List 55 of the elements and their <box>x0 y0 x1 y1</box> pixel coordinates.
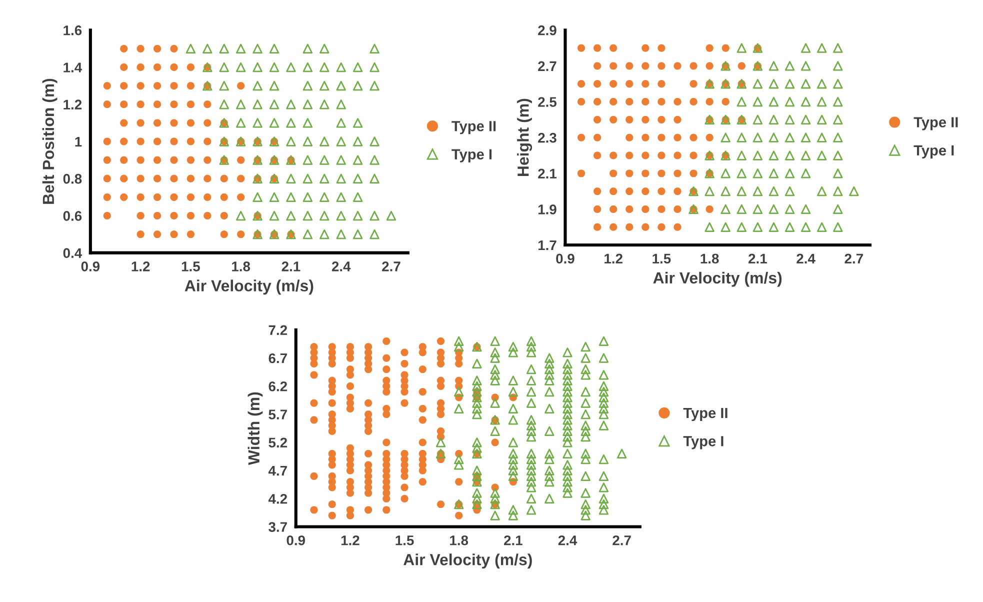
y-axis-title: Belt Position (m) <box>42 78 58 204</box>
y-tick-label: 1.6 <box>64 25 82 36</box>
y-tick-label: 5.7 <box>268 410 287 420</box>
x-tick-label: 2.1 <box>282 262 300 272</box>
y-tick-label: 2.7 <box>538 61 556 71</box>
x-tick-label: 2.4 <box>558 535 578 546</box>
x-tick-label: 0.9 <box>556 254 574 264</box>
y-tick-label: 4.7 <box>268 466 287 476</box>
x-tick-label: 1.2 <box>341 535 360 546</box>
legend-label: Type I <box>452 149 492 162</box>
x-tick-label: 2.7 <box>382 262 400 272</box>
y-tick-label: 4.2 <box>268 494 287 504</box>
x-tick-label: 0.9 <box>81 262 100 272</box>
y-tick-label: 0.8 <box>63 174 82 184</box>
y-axis-title: Width (m) <box>248 392 263 466</box>
y-tick-label: 0.4 <box>63 248 82 258</box>
legend-label: Type II <box>914 117 958 130</box>
y-tick-label: 6.7 <box>268 353 287 364</box>
y-tick-label: 5.2 <box>268 438 287 448</box>
x-tick-label: 1.5 <box>396 536 414 546</box>
y-tick-label: 7.2 <box>268 325 287 335</box>
x-tick-label: 1.5 <box>652 254 671 264</box>
x-tick-label: 1.2 <box>132 262 150 272</box>
x-tick-label: 2.1 <box>504 535 522 546</box>
y-tick-label: 2.9 <box>538 25 556 36</box>
x-tick-label: 2.7 <box>844 254 863 264</box>
y-tick-label: 1.9 <box>538 204 556 214</box>
x-tick-label: 1.8 <box>450 535 468 546</box>
x-axis-title: Air Velocity (m/s) <box>404 554 532 568</box>
y-tick-label: 1 <box>75 136 82 147</box>
y-tick-label: 2.1 <box>538 168 557 178</box>
x-tick-label: 1.5 <box>182 262 200 272</box>
y-tick-label: 0.6 <box>63 211 82 221</box>
x-tick-label: 0.9 <box>286 535 306 546</box>
legend-label: Type II <box>452 121 496 134</box>
legend-label: Type I <box>683 436 724 450</box>
x-tick-label: 1.8 <box>232 262 250 272</box>
legend-label: Type I <box>914 145 954 158</box>
y-tick-label: 6.2 <box>268 381 287 392</box>
y-tick-label: 1.2 <box>64 100 82 110</box>
x-tick-label: 2.7 <box>612 535 631 546</box>
x-tick-label: 2.4 <box>332 262 351 272</box>
x-tick-label: 2.1 <box>748 254 767 264</box>
y-tick-label: 1.7 <box>538 240 556 250</box>
x-tick-label: 1.2 <box>604 254 622 264</box>
x-axis-title: Air Velocity (m/s) <box>653 272 782 287</box>
y-tick-label: 2.3 <box>538 132 556 143</box>
x-axis-title: Air Velocity (m/s) <box>184 280 314 295</box>
y-tick-label: 3.7 <box>268 522 287 532</box>
y-tick-label: 1.4 <box>64 62 82 72</box>
y-tick-label: 2.5 <box>538 97 557 107</box>
x-tick-label: 1.8 <box>700 254 719 264</box>
x-tick-label: 2.4 <box>796 254 816 264</box>
legend-label: Type II <box>683 408 728 422</box>
y-axis-title: Height (m) <box>517 98 532 176</box>
